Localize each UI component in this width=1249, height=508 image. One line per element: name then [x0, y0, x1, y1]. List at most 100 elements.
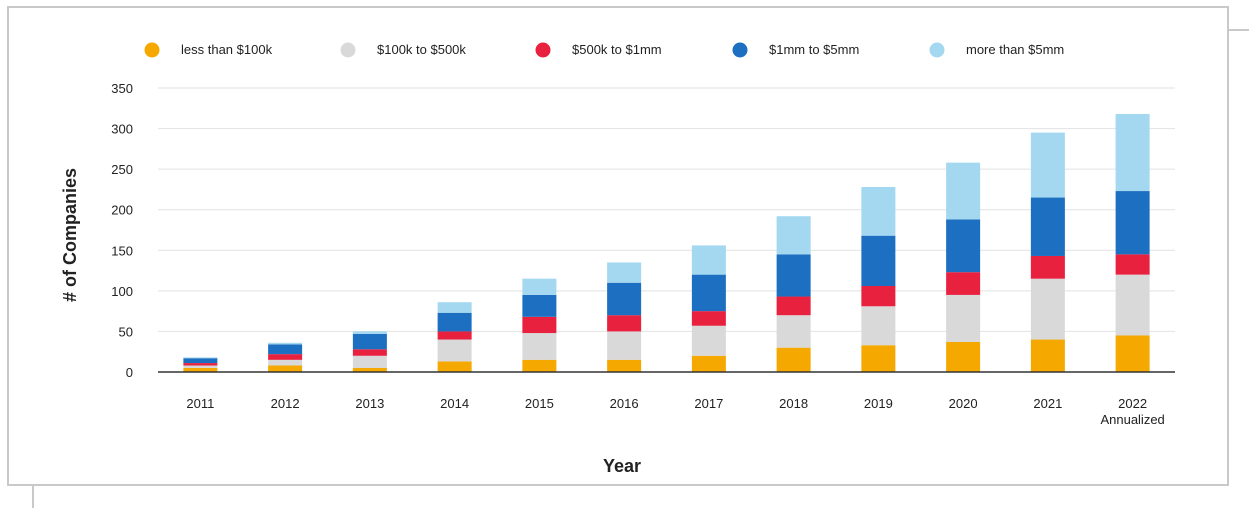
bar-segment [1115, 113, 1150, 192]
x-tick-label: 2012 [271, 396, 300, 411]
bar-segment [268, 344, 303, 355]
bar-segment [352, 331, 387, 334]
bar-segment [268, 342, 303, 345]
frame-connector-line [1229, 29, 1249, 31]
bar-segment [607, 359, 642, 372]
bars [183, 113, 1150, 372]
bar-segment [268, 359, 303, 366]
bar-segment [183, 365, 218, 368]
bar-segment [437, 331, 472, 340]
y-tick-label: 350 [111, 81, 133, 96]
legend-swatch [929, 42, 945, 58]
y-tick-label: 50 [119, 324, 133, 339]
gridlines [158, 87, 1175, 332]
bar-segment [861, 306, 896, 346]
legend-label: $1mm to $5mm [769, 42, 859, 57]
bar-segment [352, 367, 387, 372]
bar-segment [522, 316, 557, 334]
bar-segment [776, 347, 811, 372]
bar-segment [183, 367, 218, 372]
bar-segment [776, 315, 811, 348]
bar-segment [861, 235, 896, 286]
x-tick-label: 2020 [949, 396, 978, 411]
x-tick-label: 2021 [1033, 396, 1062, 411]
x-tick-label: 2017 [694, 396, 723, 411]
x-tick-label: 2016 [610, 396, 639, 411]
bar-segment [183, 358, 218, 364]
legend-swatch [340, 42, 356, 58]
bar-segment [1030, 132, 1065, 198]
bar-segment [691, 245, 726, 275]
x-tick-label: 2013 [355, 396, 384, 411]
bar-segment [607, 315, 642, 332]
y-tick-label: 300 [111, 122, 133, 137]
y-axis-ticks: 0 50 100 150 200 250 300 350 [111, 81, 133, 380]
legend-swatch [535, 42, 551, 58]
bar-segment [861, 186, 896, 236]
bar-segment [607, 282, 642, 316]
bar-segment [1030, 197, 1065, 256]
legend: less than $100k $100k to $500k $500k to $1… [144, 42, 1064, 58]
bar-segment [437, 339, 472, 362]
bar-segment [1115, 254, 1150, 275]
bar-segment [437, 312, 472, 332]
bar-segment [946, 294, 981, 342]
y-tick-label: 0 [126, 365, 133, 380]
y-tick-label: 100 [111, 284, 133, 299]
bar-segment [607, 331, 642, 360]
bar-segment [1115, 335, 1150, 372]
bar-segment [691, 274, 726, 312]
bar-segment [776, 254, 811, 297]
y-tick-label: 150 [111, 243, 133, 258]
y-tick-label: 200 [111, 203, 133, 218]
bar-segment [522, 333, 557, 360]
bar-segment [522, 294, 557, 317]
x-tick-label: 2022 Annualized [1100, 396, 1164, 427]
bar-segment [691, 311, 726, 326]
bar-segment [437, 302, 472, 313]
chart-frame [7, 6, 1229, 486]
bar-segment [183, 363, 218, 366]
bar-segment [776, 216, 811, 255]
bar-segment [522, 278, 557, 295]
bar-segment [268, 354, 303, 360]
legend-swatch [732, 42, 748, 58]
bar-segment [946, 272, 981, 295]
bar-segment [437, 361, 472, 372]
bar-segment [1030, 255, 1065, 279]
x-tick-label: 2019 [864, 396, 893, 411]
bar-segment [352, 349, 387, 356]
bar-segment [946, 341, 981, 372]
bar-segment [861, 285, 896, 307]
bar-segment [1115, 191, 1150, 255]
x-axis-title: Year [603, 456, 641, 476]
legend-label: more than $5mm [966, 42, 1064, 57]
y-tick-label: 250 [111, 162, 133, 177]
bar-segment [946, 219, 981, 273]
x-tick-label: 2014 [440, 396, 469, 411]
bar-segment [268, 365, 303, 372]
bar-segment [776, 296, 811, 316]
bar-segment [691, 355, 726, 372]
y-axis-title: # of Companies [60, 168, 80, 302]
bar-segment [946, 162, 981, 220]
bar-segment [691, 325, 726, 356]
bar-segment [522, 359, 557, 372]
legend-label: $100k to $500k [377, 42, 466, 57]
x-axis-ticks: 2011 2012 2013 2014 2015 2016 2017 2018 2019 2020… [186, 396, 1164, 427]
bar-segment [1030, 278, 1065, 340]
bar-segment [352, 333, 387, 350]
x-tick-label: 2018 [779, 396, 808, 411]
legend-label: less than $100k [181, 42, 273, 57]
legend-swatch [144, 42, 160, 58]
legend-label: $500k to $1mm [572, 42, 662, 57]
frame-connector-line [32, 486, 34, 508]
bar-segment [607, 262, 642, 283]
x-tick-label: 2015 [525, 396, 554, 411]
bar-segment [352, 355, 387, 368]
bar-segment [1115, 274, 1150, 336]
bar-segment [861, 345, 896, 372]
bar-segment [183, 357, 218, 359]
x-tick-label: 2011 [186, 396, 214, 411]
